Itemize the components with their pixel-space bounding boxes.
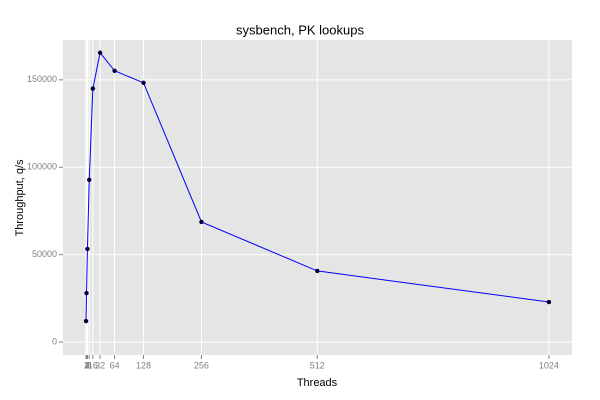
x-tick-label: 4 — [85, 360, 90, 370]
x-tick-label: 256 — [194, 360, 209, 370]
y-tick-label: 50000 — [32, 249, 57, 259]
data-point — [87, 177, 92, 183]
data-point — [199, 219, 204, 225]
data-point — [112, 68, 117, 73]
data-point — [315, 268, 320, 274]
data-point — [83, 318, 89, 324]
y-tick-label: 0 — [52, 336, 57, 346]
data-point — [97, 50, 103, 55]
chart-title: sysbench, PK lookups — [236, 22, 364, 37]
x-tick-label: 2 — [84, 360, 89, 370]
data-point — [85, 246, 90, 252]
y-tick-label: 100000 — [27, 162, 57, 172]
x-tick-label: 64 — [110, 360, 120, 370]
data-point — [84, 290, 89, 296]
data-point — [141, 80, 146, 86]
x-tick-label: 1024 — [539, 360, 559, 370]
y-axis-label: Throughput, q/s — [14, 159, 26, 237]
data-point — [546, 299, 552, 305]
x-tick-label: 128 — [136, 360, 151, 370]
x-tick-label: 8 — [87, 360, 92, 370]
x-tick-label: 1 — [84, 360, 89, 370]
y-tick-label: 150000 — [27, 74, 57, 84]
x-axis-label: Threads — [297, 377, 338, 389]
x-tick-label: 512 — [310, 360, 325, 370]
x-tick-label: 32 — [95, 360, 105, 370]
x-tick-label: 16 — [88, 360, 98, 370]
data-point — [90, 86, 96, 91]
